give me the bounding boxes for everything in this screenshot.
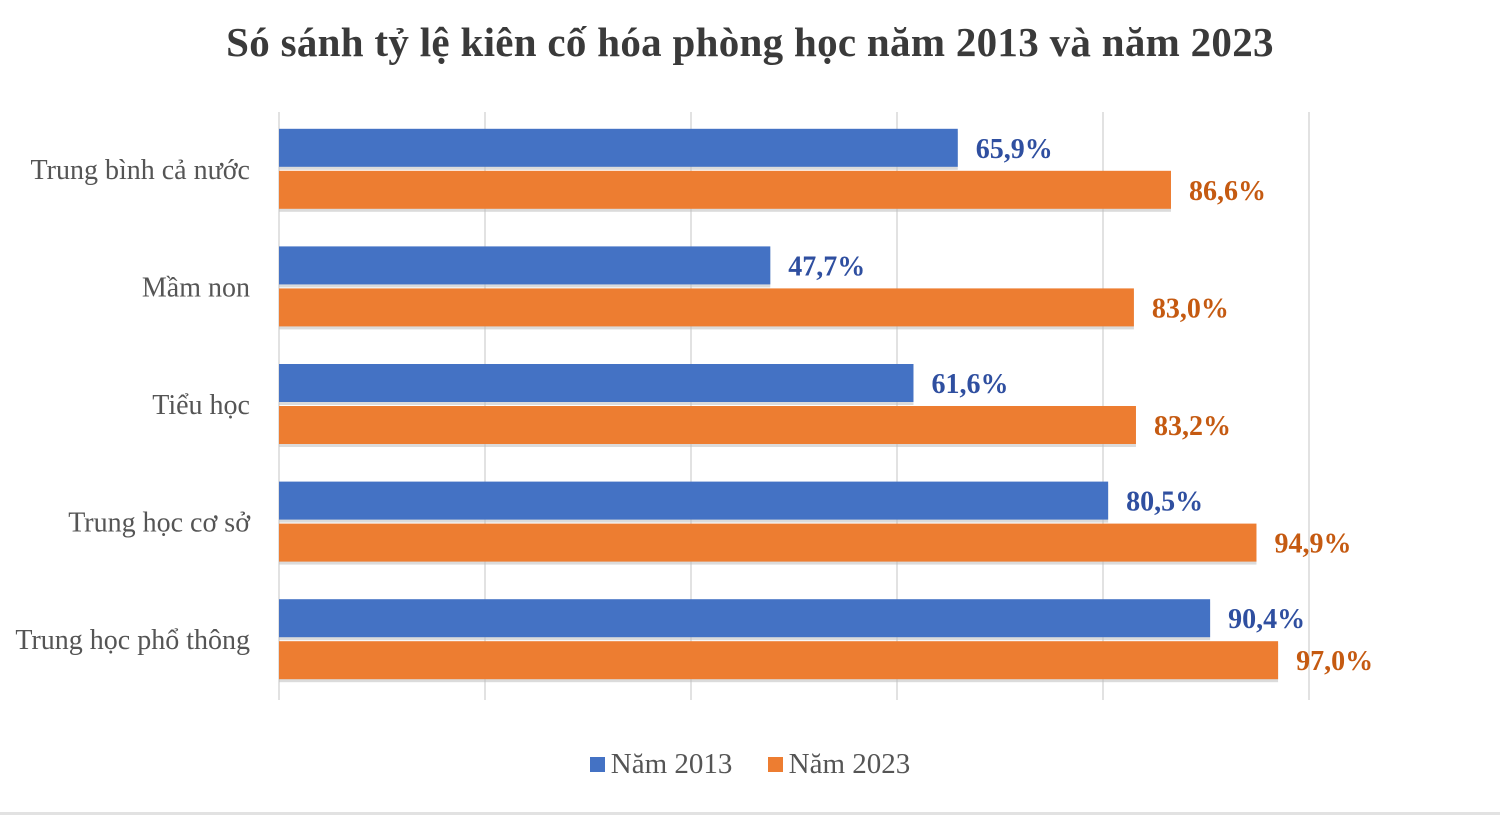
- bar-2013: [279, 246, 771, 285]
- legend-label-2013: Năm 2013: [610, 748, 733, 780]
- data-label: 83,2%: [1154, 411, 1231, 442]
- data-label: 97,0%: [1296, 646, 1373, 677]
- bar-2023: [279, 406, 1136, 444]
- data-label: 61,6%: [931, 369, 1008, 400]
- chart-legend: Năm 2013 Năm 2023: [0, 748, 1500, 781]
- chart-title: Só sánh tỷ lệ kiên cố hóa phòng học năm …: [226, 19, 1274, 65]
- bar-2023: [279, 288, 1134, 327]
- legend-label-2023: Năm 2023: [788, 748, 911, 780]
- legend-swatch-2013: [589, 757, 605, 772]
- bar-2023: [279, 641, 1279, 680]
- data-label: 90,4%: [1228, 604, 1305, 635]
- data-label: 80,5%: [1126, 487, 1203, 518]
- bottom-divider: [0, 812, 1500, 815]
- bar-2013: [279, 481, 1109, 520]
- data-label: 86,6%: [1189, 176, 1266, 207]
- legend-item-2013: Năm 2013: [589, 748, 733, 781]
- bar-2013: [279, 599, 1211, 638]
- bar-2013: [279, 364, 914, 402]
- data-label: 47,7%: [788, 251, 865, 282]
- legend-item-2023: Năm 2023: [767, 748, 911, 781]
- bar-2023: [279, 523, 1257, 562]
- bar-2023: [279, 170, 1171, 209]
- category-label: Tiểu học: [152, 390, 250, 421]
- legend-swatch-2023: [767, 757, 783, 772]
- category-label: Trung học phổ thông: [15, 625, 250, 656]
- bar-2013: [279, 128, 958, 167]
- category-label: Trung bình cả nước: [31, 155, 251, 186]
- data-label: 65,9%: [976, 134, 1053, 165]
- category-label: Trung học cơ sở: [68, 508, 251, 539]
- data-label: 94,9%: [1274, 529, 1351, 560]
- category-label: Mầm non: [142, 272, 250, 303]
- data-label: 83,0%: [1152, 293, 1229, 324]
